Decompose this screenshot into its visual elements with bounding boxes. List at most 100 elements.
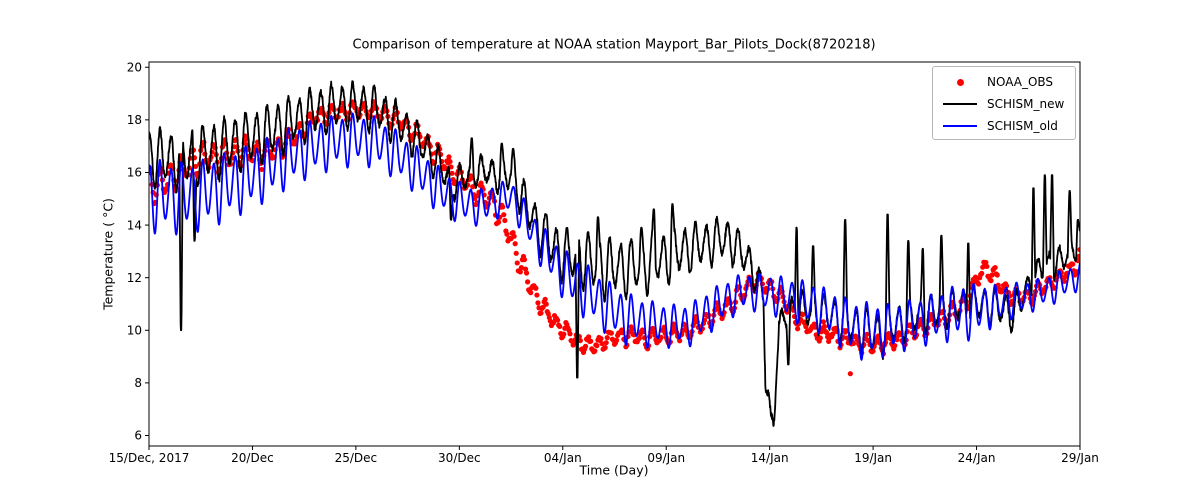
noaa-obs-point [192,163,199,170]
noaa-obs-point [994,272,1000,278]
noaa-obs-point [504,231,510,237]
noaa-obs-point [650,325,656,331]
noaa-obs-point [521,256,528,263]
x-tick-label: 14/Jan [751,451,789,465]
noaa-obs-point [604,335,610,341]
line-marker-old-icon [943,125,977,127]
noaa-obs-point [586,334,592,340]
noaa-obs-point [594,343,600,349]
x-tick-label: 04/Jan [544,451,582,465]
x-tick-label: 24/Jan [958,451,996,465]
x-tick-label: 20/Dec [231,451,274,465]
series-group [149,80,1080,427]
y-tick-label: 20 [127,60,142,74]
noaa-obs-point [243,136,249,142]
noaa-obs-point [988,278,994,284]
noaa-obs-point [823,329,830,336]
y-axis-label: Temperature ( °C) [100,198,116,310]
noaa-obs-point [538,310,544,316]
noaa-obs-point [259,166,265,173]
noaa-obs-point [561,331,567,337]
noaa-obs-point [496,219,502,225]
x-tick-label: 19/Jan [854,451,892,465]
axes-frame [148,61,1081,447]
noaa-obs-point [1003,283,1010,289]
noaa-obs-point [608,330,615,336]
noaa-obs-point [528,290,534,296]
noaa-obs-point [992,264,998,271]
line-marker-new-icon [943,103,977,105]
x-tick-label: 09/Jan [647,451,685,465]
noaa-obs-point [512,241,518,247]
legend-label-noaa-obs: NOAA_OBS [987,75,1054,89]
y-tick-label: 10 [127,323,142,337]
x-tick-label: 29/Jan [1061,451,1099,465]
noaa-obs-point [592,348,598,354]
noaa-obs-point [821,323,828,330]
y-tick-label: 6 [134,429,142,443]
y-tick-label: 18 [127,113,142,127]
chart-title: Comparison of temperature at NOAA statio… [352,37,876,53]
noaa-obs-point [795,326,801,332]
x-tick-label: 25/Dec [335,451,378,465]
noaa-obs-point [446,154,452,160]
legend-entry-schism-new: SCHISM_new [941,93,1075,115]
noaa-obs-point [513,250,519,256]
legend-entry-schism-old: SCHISM_old [941,115,1075,137]
noaa-obs-point [588,338,594,344]
noaa-obs-point [502,217,508,224]
noaa-obs-point [830,331,836,337]
noaa-obs-point [1070,261,1076,267]
noaa-obs-point [339,100,346,106]
noaa-obs-point [577,337,583,344]
noaa-obs-point [602,345,608,351]
noaa-obs-point [979,270,985,276]
x-axis-label: Time (Day) [579,462,649,478]
noaa-obs-point [500,204,506,210]
noaa-obs-point [984,263,990,270]
noaa-obs-point [557,323,563,330]
noaa-obs-point [511,233,517,239]
legend-entry-noaa-obs: NOAA_OBS [941,71,1075,93]
noaa-obs-point [582,343,589,349]
noaa-obs-point [629,326,635,333]
noaa-obs-point [567,331,573,337]
y-tick-label: 8 [134,376,142,390]
scatter-marker-icon [956,78,964,86]
noaa-obs-point [534,292,540,298]
noaa-obs-point [603,340,609,346]
schism-old-line [149,112,1080,361]
noaa-obs-point [525,279,531,285]
legend: NOAA_OBS SCHISM_new SCHISM_old [932,66,1076,140]
noaa-obs-point [1061,278,1068,284]
x-tick-label: 30/Dec [438,451,481,465]
legend-label-schism-old: SCHISM_old [987,119,1058,133]
noaa-obs-point [535,300,541,306]
noaa-obs-point [514,260,520,266]
noaa-obs-point [598,335,604,342]
noaa-obs-point [613,337,620,343]
noaa-obs-point [976,281,982,287]
noaa-obs-point [820,319,827,325]
noaa-obs-point [449,170,455,176]
noaa-obs-point [447,158,453,165]
noaa-obs-point [800,311,806,318]
noaa-obs-point [533,285,539,291]
noaa-obs-point [542,296,548,302]
noaa-obs-point [555,317,561,323]
y-tick-label: 14 [127,218,142,232]
noaa-obs-outlier-point [847,371,853,377]
y-tick-label: 16 [127,166,142,180]
noaa-obs-point [1077,247,1080,253]
legend-label-schism-new: SCHISM_new [987,97,1065,111]
noaa-obs-point [518,264,525,271]
schism-new-line [149,80,1080,427]
x-tick-label: 15/Dec, 2017 [109,451,190,465]
noaa-obs-point [543,301,549,307]
noaa-obs-point [983,259,989,266]
noaa-obs-point [989,272,995,278]
noaa-obs-point [636,335,642,341]
noaa-obs-point [864,331,870,337]
